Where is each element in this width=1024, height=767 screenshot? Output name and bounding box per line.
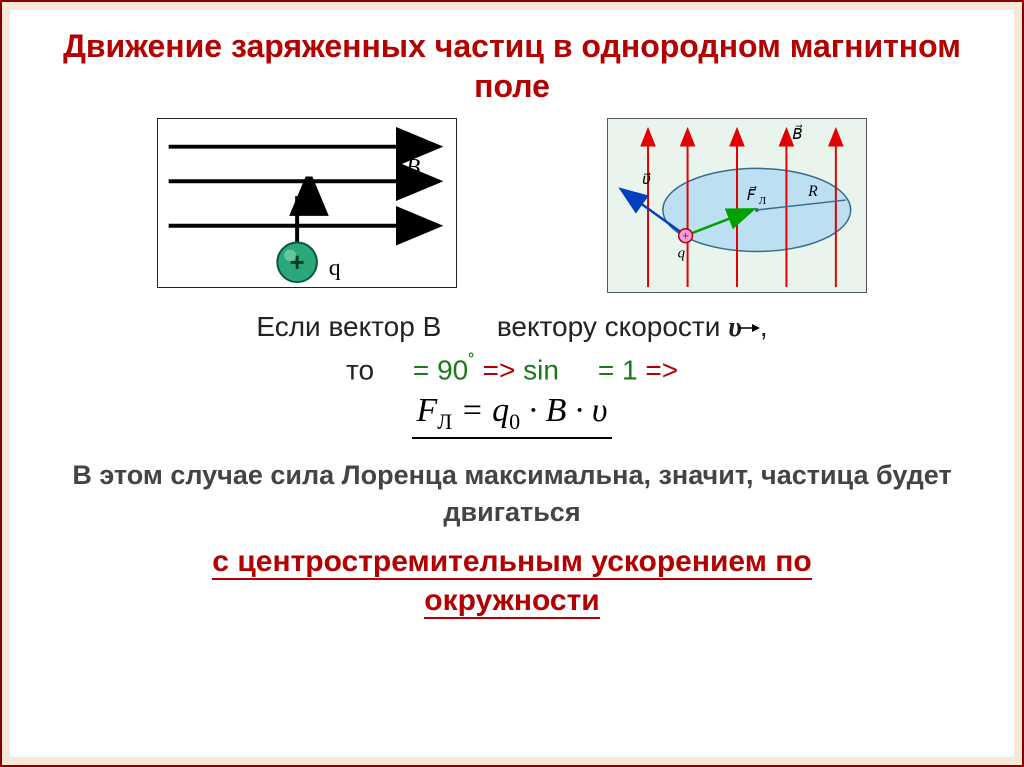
formula-F-sub: Л bbox=[437, 409, 452, 434]
sin-label: sin bbox=[523, 354, 559, 385]
svg-text:υ⃗: υ⃗ bbox=[642, 172, 651, 188]
svg-text:B⃗: B⃗ bbox=[792, 124, 802, 143]
slide-title: Движение заряженных частиц в однородном … bbox=[62, 26, 962, 106]
explanation-line: В этом случае сила Лоренца максимальна, … bbox=[62, 457, 962, 530]
svg-text:Л: Л bbox=[759, 195, 767, 207]
formula-q-sub: 0 bbox=[509, 409, 520, 434]
comma: , bbox=[760, 311, 768, 342]
degree-sign: ˚ bbox=[468, 352, 475, 374]
line1-part-b: вектору скорости bbox=[497, 311, 721, 342]
conclusion-line: с центростремительным ускорением по окру… bbox=[62, 542, 962, 620]
svg-text:ῡ: ῡ bbox=[312, 191, 323, 215]
condition-line-2: то = 90˚ => sin = 1 => bbox=[62, 352, 962, 386]
velocity-symbol: υ bbox=[728, 312, 760, 343]
arrow2: => bbox=[645, 354, 678, 385]
line2-to: то bbox=[346, 354, 374, 385]
diagram-circular-motion: B⃗ R F⃗ Л υ⃗ + q bbox=[607, 118, 867, 293]
formula-wrap: FЛ = q0 · B · υ bbox=[62, 392, 962, 439]
svg-text:+: + bbox=[290, 249, 305, 277]
condition-line-1: Если вектор В вектору скорости υ, bbox=[62, 311, 962, 344]
lorentz-formula: FЛ = q0 · B · υ bbox=[412, 392, 611, 439]
svg-text:B̄: B̄ bbox=[406, 154, 420, 180]
diagrams-row: B̄ ῡ + q bbox=[62, 118, 962, 293]
conclusion-b: окружности bbox=[424, 584, 599, 619]
sin-eq-1: = 1 bbox=[567, 354, 638, 385]
formula-F: F bbox=[416, 392, 437, 429]
line1-part-a: Если вектор В bbox=[256, 311, 441, 342]
svg-text:q: q bbox=[678, 245, 686, 261]
line2-eq90: = 90 bbox=[382, 354, 468, 385]
formula-eq: = bbox=[461, 392, 492, 429]
svg-text:+: + bbox=[682, 231, 688, 243]
svg-text:R: R bbox=[807, 183, 818, 200]
diagram-field-lines: B̄ ῡ + q bbox=[157, 118, 457, 288]
arrow1: => bbox=[483, 354, 523, 385]
formula-dot-B: · B bbox=[529, 392, 567, 429]
formula-q: q bbox=[492, 392, 509, 429]
svg-text:q: q bbox=[329, 255, 341, 281]
conclusion-a: с центростремительным ускорением по bbox=[212, 545, 811, 580]
formula-dot-v: · υ bbox=[575, 392, 608, 429]
